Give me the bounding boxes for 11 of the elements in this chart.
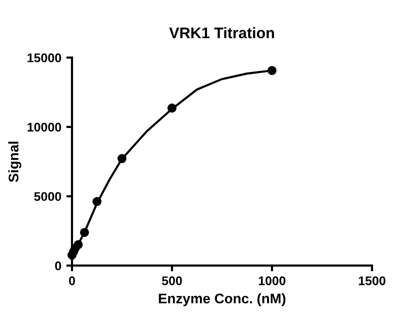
y-axis-title: Signal [8, 142, 22, 182]
x-axis-title: Enzyme Conc. (nM) [158, 293, 286, 306]
x-tick-label: 500 [162, 276, 182, 286]
y-tick-label: 15000 [28, 53, 62, 62]
y-tick-label: 10000 [28, 122, 62, 132]
x-tick-label: 0 [69, 276, 75, 286]
y-tick-label: 5000 [34, 192, 62, 201]
y-tick-label: 0 [55, 261, 62, 270]
x-tick-label: 1500 [358, 276, 386, 286]
chart-title: VRK1 Titration [169, 27, 274, 38]
x-tick-label: 1000 [258, 276, 286, 286]
